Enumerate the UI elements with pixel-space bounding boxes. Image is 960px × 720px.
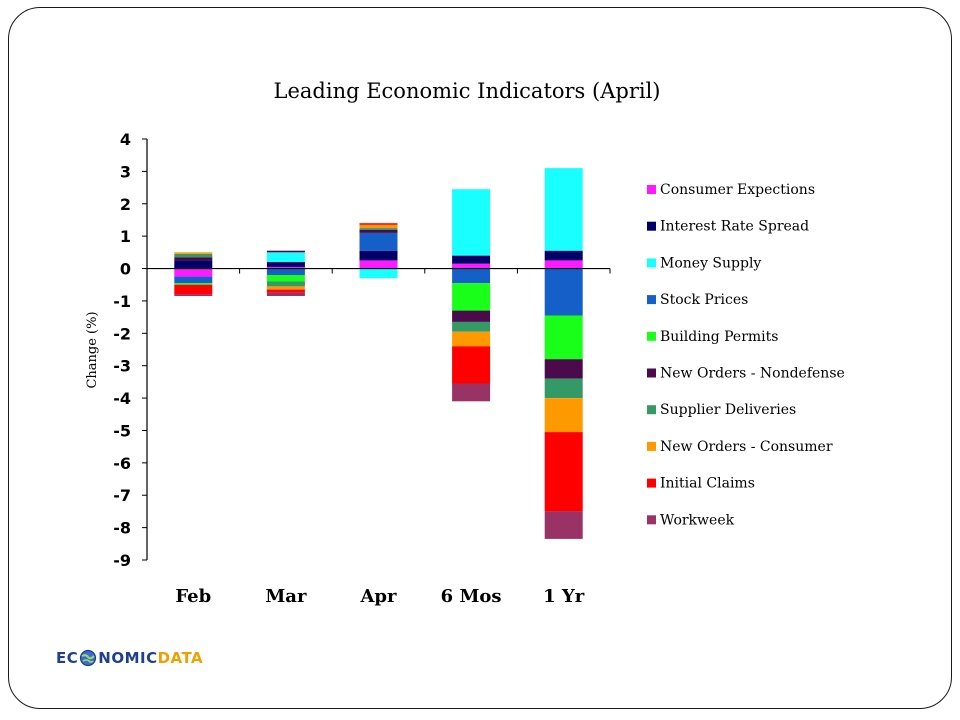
y-tick-label: 2 [120, 195, 131, 214]
y-tick-label: 3 [120, 162, 131, 181]
legend-label: New Orders - Nondefense [660, 366, 845, 382]
bar-segment [266, 289, 305, 293]
bar-segment [359, 260, 398, 269]
legend-swatch [647, 258, 656, 268]
bar-segment [452, 255, 491, 264]
logo-text-data: DATA [157, 649, 204, 667]
y-axis [142, 138, 611, 561]
bar-segment [359, 229, 398, 233]
legend-label: Building Permits [660, 329, 778, 345]
y-tick-label: -6 [113, 454, 131, 473]
bar-segment [359, 250, 398, 261]
bar-segment [544, 250, 583, 261]
bar-segment [452, 331, 491, 347]
bars-group [174, 168, 583, 539]
legend-label: Consumer Expections [660, 182, 815, 198]
y-tick-label: -4 [113, 389, 131, 408]
bar-segment [174, 257, 213, 261]
bar-segment [174, 268, 213, 277]
bar-segment [174, 276, 213, 284]
legend-label: Supplier Deliveries [660, 402, 796, 418]
y-tick-label: -1 [113, 292, 131, 311]
bar-segment [174, 284, 213, 295]
bar-segment [266, 286, 305, 290]
bar-segment [544, 260, 583, 269]
bar-segment [266, 266, 305, 269]
bar-segment [359, 232, 398, 251]
bar-segment [544, 168, 583, 251]
bar-segment [266, 252, 305, 262]
y-tick-label: -8 [113, 519, 131, 538]
bar-segment [174, 283, 213, 285]
economicdata-logo: EC NOMIC DATA [56, 645, 203, 671]
y-tick-label: -3 [113, 357, 131, 376]
bar-segment [266, 268, 305, 275]
legend-swatch [647, 295, 656, 305]
y-axis-label: Change (%) [85, 311, 100, 388]
bar-segment [544, 378, 583, 398]
bar-segment [452, 322, 491, 332]
chart-title: Leading Economic Indicators (April) [274, 79, 661, 103]
legend-swatch [647, 368, 656, 378]
bar-segment [452, 383, 491, 402]
legend-label: Initial Claims [660, 476, 755, 492]
legend-label: Interest Rate Spread [660, 219, 809, 235]
logo-text-nomic: NOMIC [98, 649, 158, 667]
bar-segment [174, 294, 213, 296]
bar-segment [544, 511, 583, 539]
bar-segment [174, 260, 213, 269]
legend-swatch [647, 221, 656, 231]
globe-icon [80, 649, 97, 667]
category-label: Mar [265, 586, 307, 607]
logo-text-ec: EC [56, 649, 79, 667]
legend-swatch [647, 478, 656, 488]
y-tick-label: -9 [113, 551, 131, 570]
y-tick-label: -7 [113, 486, 131, 505]
bar-segment [266, 250, 305, 253]
bar-segment [359, 224, 398, 228]
category-label: 1 Yr [543, 586, 585, 607]
legend-label: Workweek [660, 512, 735, 528]
bar-segment [452, 189, 491, 256]
legend-swatch [647, 405, 656, 415]
legend-swatch [647, 441, 656, 451]
bar-segment [544, 432, 583, 512]
bar-segment [266, 275, 305, 282]
y-tick-labels: 4 3 2 1 0 -1 -2 -3 -4 -5 -6 -7 -8 -9 [113, 130, 131, 570]
bar-segment [266, 292, 305, 296]
y-tick-label: -2 [113, 324, 131, 343]
category-label: 6 Mos [441, 586, 502, 607]
category-label: Apr [359, 586, 397, 607]
y-tick-label: 4 [120, 130, 131, 149]
category-label: Feb [175, 586, 211, 607]
bar-segment [452, 268, 491, 284]
y-tick-label: -5 [113, 421, 131, 440]
bar-segment [544, 315, 583, 360]
bar-segment [452, 263, 491, 269]
bar-segment [266, 281, 305, 287]
bar-segment [359, 228, 398, 230]
bar-segment [266, 262, 305, 267]
legend-label: Money Supply [660, 255, 761, 271]
bar-segment [359, 223, 398, 225]
bar-segment [174, 252, 213, 254]
bar-segment [174, 254, 213, 258]
legend-swatch [647, 185, 656, 194]
legend-label: Stock Prices [660, 292, 748, 308]
bar-segment [452, 310, 491, 322]
legend: Consumer Expections Interest Rate Spread M… [647, 182, 845, 528]
bar-segment [359, 268, 398, 279]
legend-label: New Orders - Consumer [660, 439, 833, 455]
legend-swatch [647, 515, 656, 525]
y-tick-label: 1 [120, 227, 131, 246]
bar-segment [544, 359, 583, 379]
bar-segment [452, 346, 491, 384]
category-labels: Feb Mar Apr 6 Mos 1 Yr [175, 586, 584, 607]
y-tick-label: 0 [120, 260, 131, 279]
legend-swatch [647, 331, 656, 341]
bar-segment [544, 398, 583, 433]
bar-segment [544, 268, 583, 316]
bar-segment [452, 283, 491, 311]
